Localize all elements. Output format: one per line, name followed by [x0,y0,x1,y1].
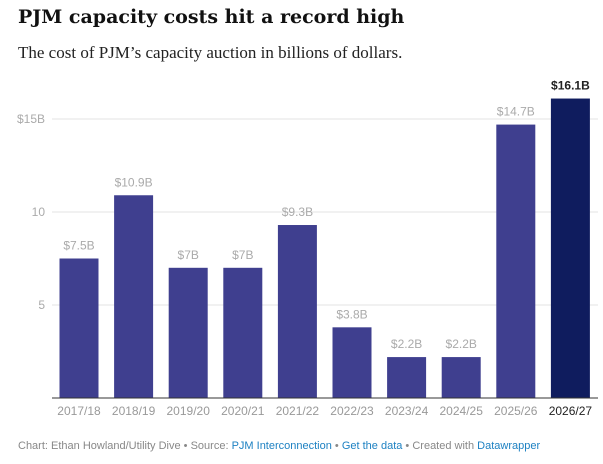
bar [223,267,263,398]
data-label: $2.2B [391,337,422,351]
footer: Chart: Ethan Howland/Utility Dive • Sour… [18,440,541,452]
data-label: $3.8B [336,307,367,321]
credit: Chart: Ethan Howland/Utility Dive [18,440,181,452]
y-tick-label: 10 [32,205,46,219]
data-label: $7B [232,248,253,262]
x-tick-label: 2020/21 [221,404,265,418]
x-tick-label: 2023/24 [385,404,429,418]
data-label: $10.9B [115,175,153,189]
x-tick-label: 2025/26 [494,404,538,418]
x-tick-label: 2019/20 [167,404,211,418]
data-label: $16.1B [551,79,590,93]
data-label: $7.5B [63,239,94,253]
datawrapper-link[interactable]: Datawrapper [477,440,541,452]
x-tick-label: 2021/22 [276,404,320,418]
data-label: $2.2B [446,337,477,351]
bar [114,195,154,398]
bar [441,357,481,398]
bar [387,357,427,398]
data-label: $9.3B [282,205,313,219]
chart-title: PJM capacity costs hit a record high [18,6,405,28]
bar [59,258,99,398]
source-link[interactable]: PJM Interconnection [231,440,332,452]
y-tick-label: $15B [17,112,45,126]
x-tick-label: 2017/18 [57,404,101,418]
x-tick-label: 2022/23 [330,404,374,418]
bar [168,267,208,398]
chart-subtitle: The cost of PJM’s capacity auction in bi… [18,43,403,62]
data-label: $14.7B [497,105,535,119]
bar [550,98,590,398]
y-tick-label: 5 [38,298,45,312]
data-label: $7B [178,248,199,262]
get-data-link[interactable]: Get the data [341,440,403,452]
bar [496,124,536,398]
bar [277,225,317,398]
bar-chart: 5 10 $15B $7.5B 2017/18 $10.9B 2018/19 $7B 2019/… [17,79,598,418]
x-tick-label: 2024/25 [440,404,484,418]
x-tick-label: 2026/27 [549,404,593,418]
bar [332,327,372,398]
x-tick-label: 2018/19 [112,404,156,418]
